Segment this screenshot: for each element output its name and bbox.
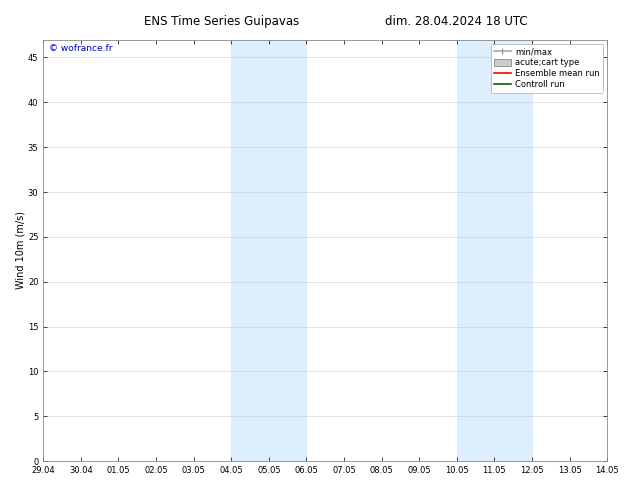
Legend: min/max, acute;cart type, Ensemble mean run, Controll run: min/max, acute;cart type, Ensemble mean … [491,44,603,93]
Text: dim. 28.04.2024 18 UTC: dim. 28.04.2024 18 UTC [385,15,527,28]
Bar [231,40,306,461]
Text: © wofrance.fr: © wofrance.fr [49,44,112,53]
Y-axis label: Wind 10m (m/s): Wind 10m (m/s) [15,211,25,289]
Text: ENS Time Series Guipavas: ENS Time Series Guipavas [145,15,299,28]
Bar [457,40,532,461]
